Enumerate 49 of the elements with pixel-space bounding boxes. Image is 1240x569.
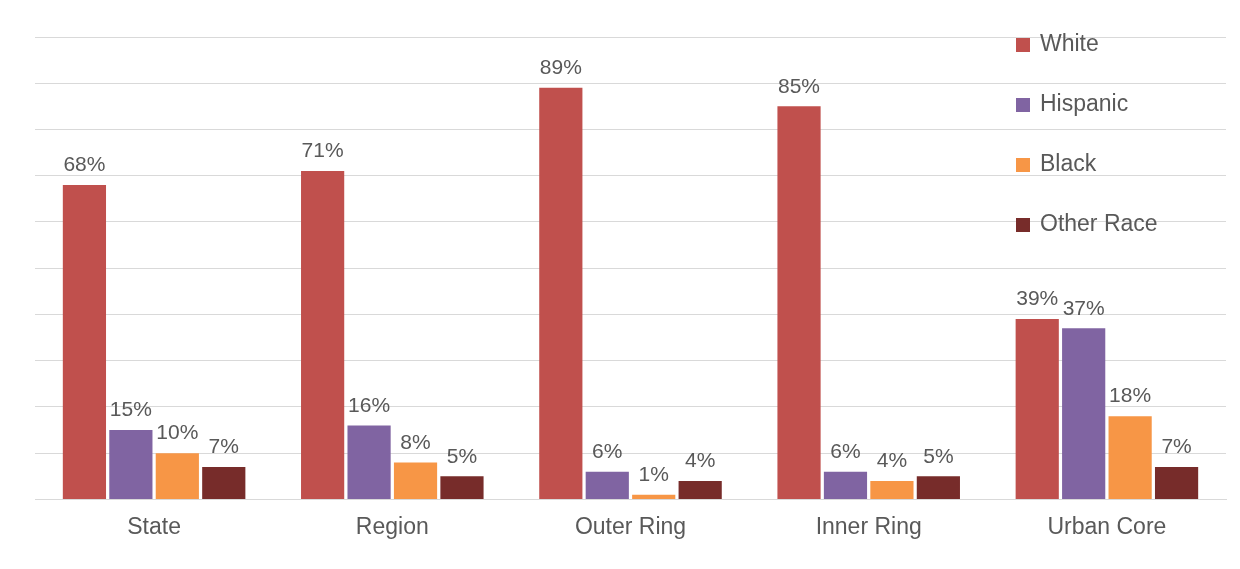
data-label: 6% — [592, 438, 623, 462]
data-label: 16% — [348, 392, 391, 416]
bar — [916, 476, 960, 499]
bar — [539, 87, 583, 499]
bar — [777, 106, 821, 499]
data-label: 4% — [684, 448, 716, 472]
legend-label: White — [1040, 30, 1099, 57]
data-label: 37% — [1062, 295, 1105, 319]
bar — [301, 171, 345, 499]
data-label: 8% — [400, 429, 431, 453]
x-tick-label: State — [127, 512, 181, 539]
data-label: 7% — [1161, 434, 1192, 458]
bar — [440, 476, 484, 499]
data-label: 5% — [446, 443, 478, 467]
data-label: 5% — [923, 443, 954, 467]
data-label: 6% — [830, 438, 861, 462]
bar — [870, 480, 914, 499]
legend-label: Black — [1040, 150, 1097, 177]
bar — [155, 453, 199, 499]
bar — [202, 467, 246, 499]
bar — [1062, 328, 1106, 499]
bar — [109, 430, 153, 499]
x-tick-label: Urban Core — [1047, 512, 1167, 539]
data-label: 89% — [539, 55, 582, 79]
data-label: 1% — [638, 462, 669, 486]
bar — [823, 471, 868, 499]
bar — [62, 184, 107, 499]
x-tick-label: Region — [355, 512, 429, 539]
data-label: 10% — [156, 420, 199, 444]
data-label: 71% — [301, 138, 344, 162]
data-label: 15% — [109, 397, 152, 421]
legend-label: Hispanic — [1040, 90, 1129, 117]
data-label: 68% — [63, 152, 106, 176]
x-tick-label: Inner Ring — [815, 512, 922, 539]
data-label: 39% — [1016, 286, 1059, 310]
bar — [1015, 319, 1059, 499]
bar — [1108, 416, 1152, 499]
bar — [347, 425, 391, 499]
data-label: 7% — [208, 434, 239, 458]
bar — [585, 471, 629, 499]
bar — [632, 494, 676, 499]
data-label: 4% — [876, 448, 908, 472]
legend-label: Other Race — [1040, 210, 1158, 237]
data-label: 85% — [778, 73, 821, 97]
bar — [1154, 467, 1199, 499]
bar — [678, 480, 722, 499]
x-tick-label: Outer Ring — [574, 512, 687, 539]
bar — [393, 462, 438, 499]
data-label: 18% — [1109, 383, 1152, 407]
